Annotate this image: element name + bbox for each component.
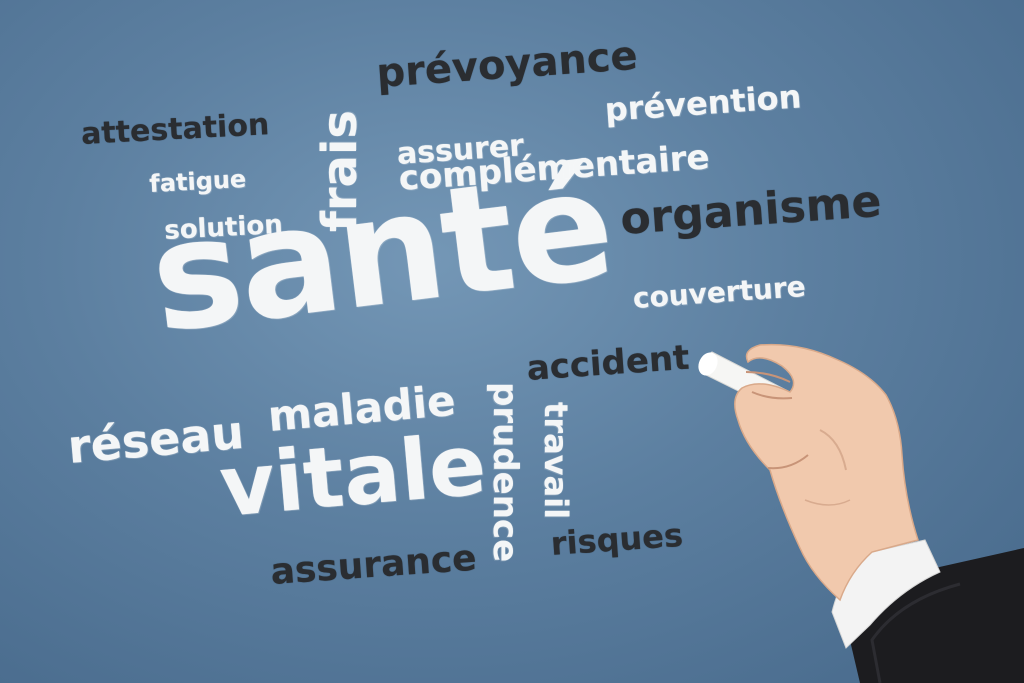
hand [734,343,919,602]
suit-sleeve [848,548,1024,683]
